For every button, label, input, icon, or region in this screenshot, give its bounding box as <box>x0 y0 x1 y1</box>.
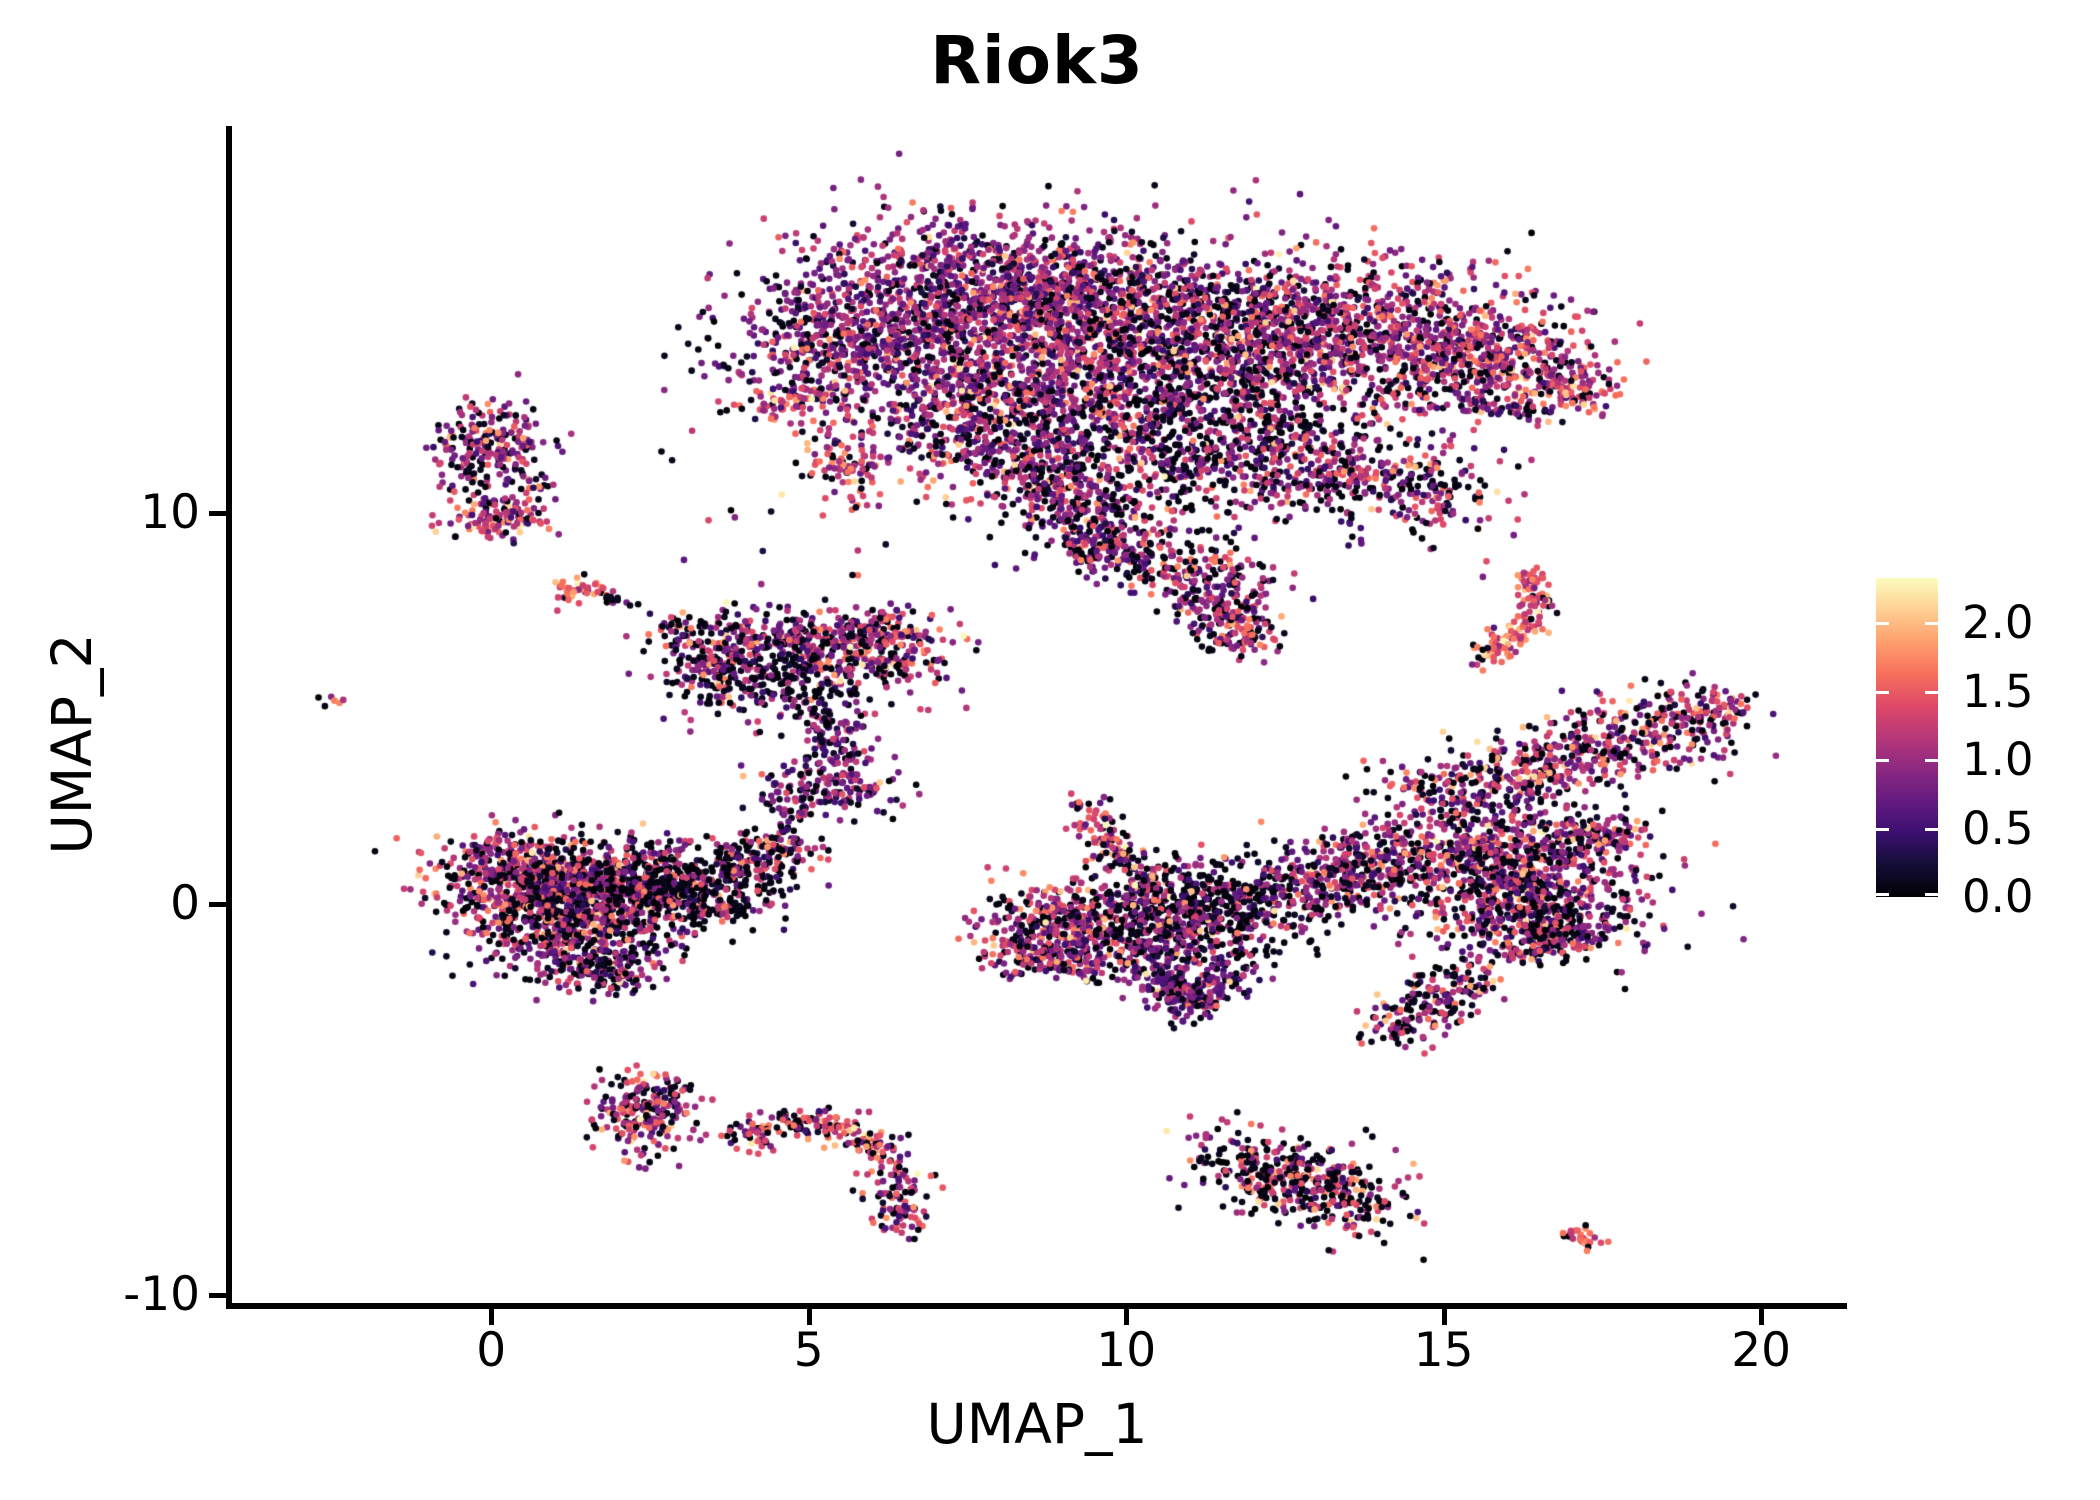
colorbar-tick-mark <box>1876 759 1889 763</box>
colorbar-tick-mark <box>1876 690 1889 694</box>
colorbar-tick-mark <box>1925 827 1938 831</box>
colorbar-gradient <box>1876 578 1938 897</box>
x-axis-title: UMAP_1 <box>926 1392 1148 1456</box>
colorbar-tick-mark <box>1925 759 1938 763</box>
x-tick-label: 5 <box>793 1323 824 1378</box>
colorbar-tick-label: 1.5 <box>1962 664 2034 718</box>
colorbar-tick-label: 2.0 <box>1962 596 2034 650</box>
colorbar-tick-mark <box>1876 893 1889 896</box>
y-axis-title: UMAP_2 <box>40 633 104 855</box>
x-tick-mark <box>489 1309 495 1325</box>
y-tick-mark <box>209 511 226 517</box>
x-tick-mark <box>1759 1309 1765 1325</box>
x-tick-label: 10 <box>1096 1323 1157 1378</box>
colorbar-tick-mark <box>1876 622 1889 626</box>
plot-title: Riok3 <box>930 22 1144 99</box>
colorbar-tick-mark <box>1925 690 1938 694</box>
x-tick-label: 0 <box>476 1323 507 1378</box>
colorbar-tick-mark <box>1925 893 1938 896</box>
x-tick-mark <box>1441 1309 1447 1325</box>
y-tick-label: -10 <box>123 1266 200 1322</box>
x-tick-label: 20 <box>1731 1323 1792 1378</box>
colorbar-tick-label: 0.5 <box>1962 801 2034 855</box>
x-tick-mark <box>1124 1309 1130 1325</box>
colorbar-tick-mark <box>1925 622 1938 626</box>
x-tick-mark <box>806 1309 812 1325</box>
colorbar-tick-mark <box>1876 827 1889 831</box>
y-tick-label: 0 <box>170 875 200 931</box>
colorbar-tick-label: 0.0 <box>1962 870 2034 923</box>
x-axis-line <box>226 1303 1847 1309</box>
y-tick-mark <box>209 1292 226 1298</box>
y-axis-line <box>226 126 232 1309</box>
y-tick-mark <box>209 901 226 907</box>
colorbar-tick-label: 1.0 <box>1962 733 2034 787</box>
y-tick-label: 10 <box>140 485 200 541</box>
x-tick-label: 15 <box>1413 1323 1474 1378</box>
